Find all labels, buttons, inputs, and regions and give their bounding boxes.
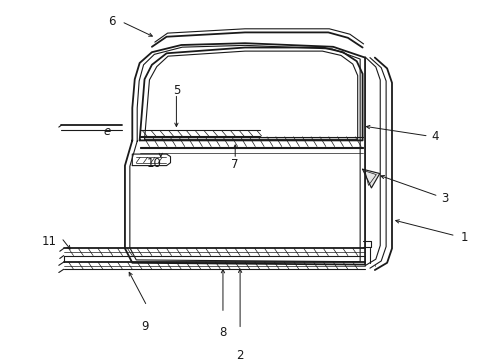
- Text: 10: 10: [147, 157, 162, 170]
- Text: 11: 11: [41, 235, 56, 248]
- Text: 6: 6: [108, 15, 115, 28]
- Polygon shape: [363, 169, 380, 188]
- Text: 3: 3: [441, 192, 448, 204]
- Text: 9: 9: [141, 320, 148, 333]
- Text: 7: 7: [231, 158, 239, 171]
- Text: 5: 5: [172, 84, 180, 97]
- Text: 4: 4: [431, 130, 439, 143]
- Text: e: e: [103, 125, 110, 138]
- Text: 2: 2: [236, 349, 244, 360]
- Text: 1: 1: [461, 231, 468, 244]
- Text: 8: 8: [219, 326, 227, 339]
